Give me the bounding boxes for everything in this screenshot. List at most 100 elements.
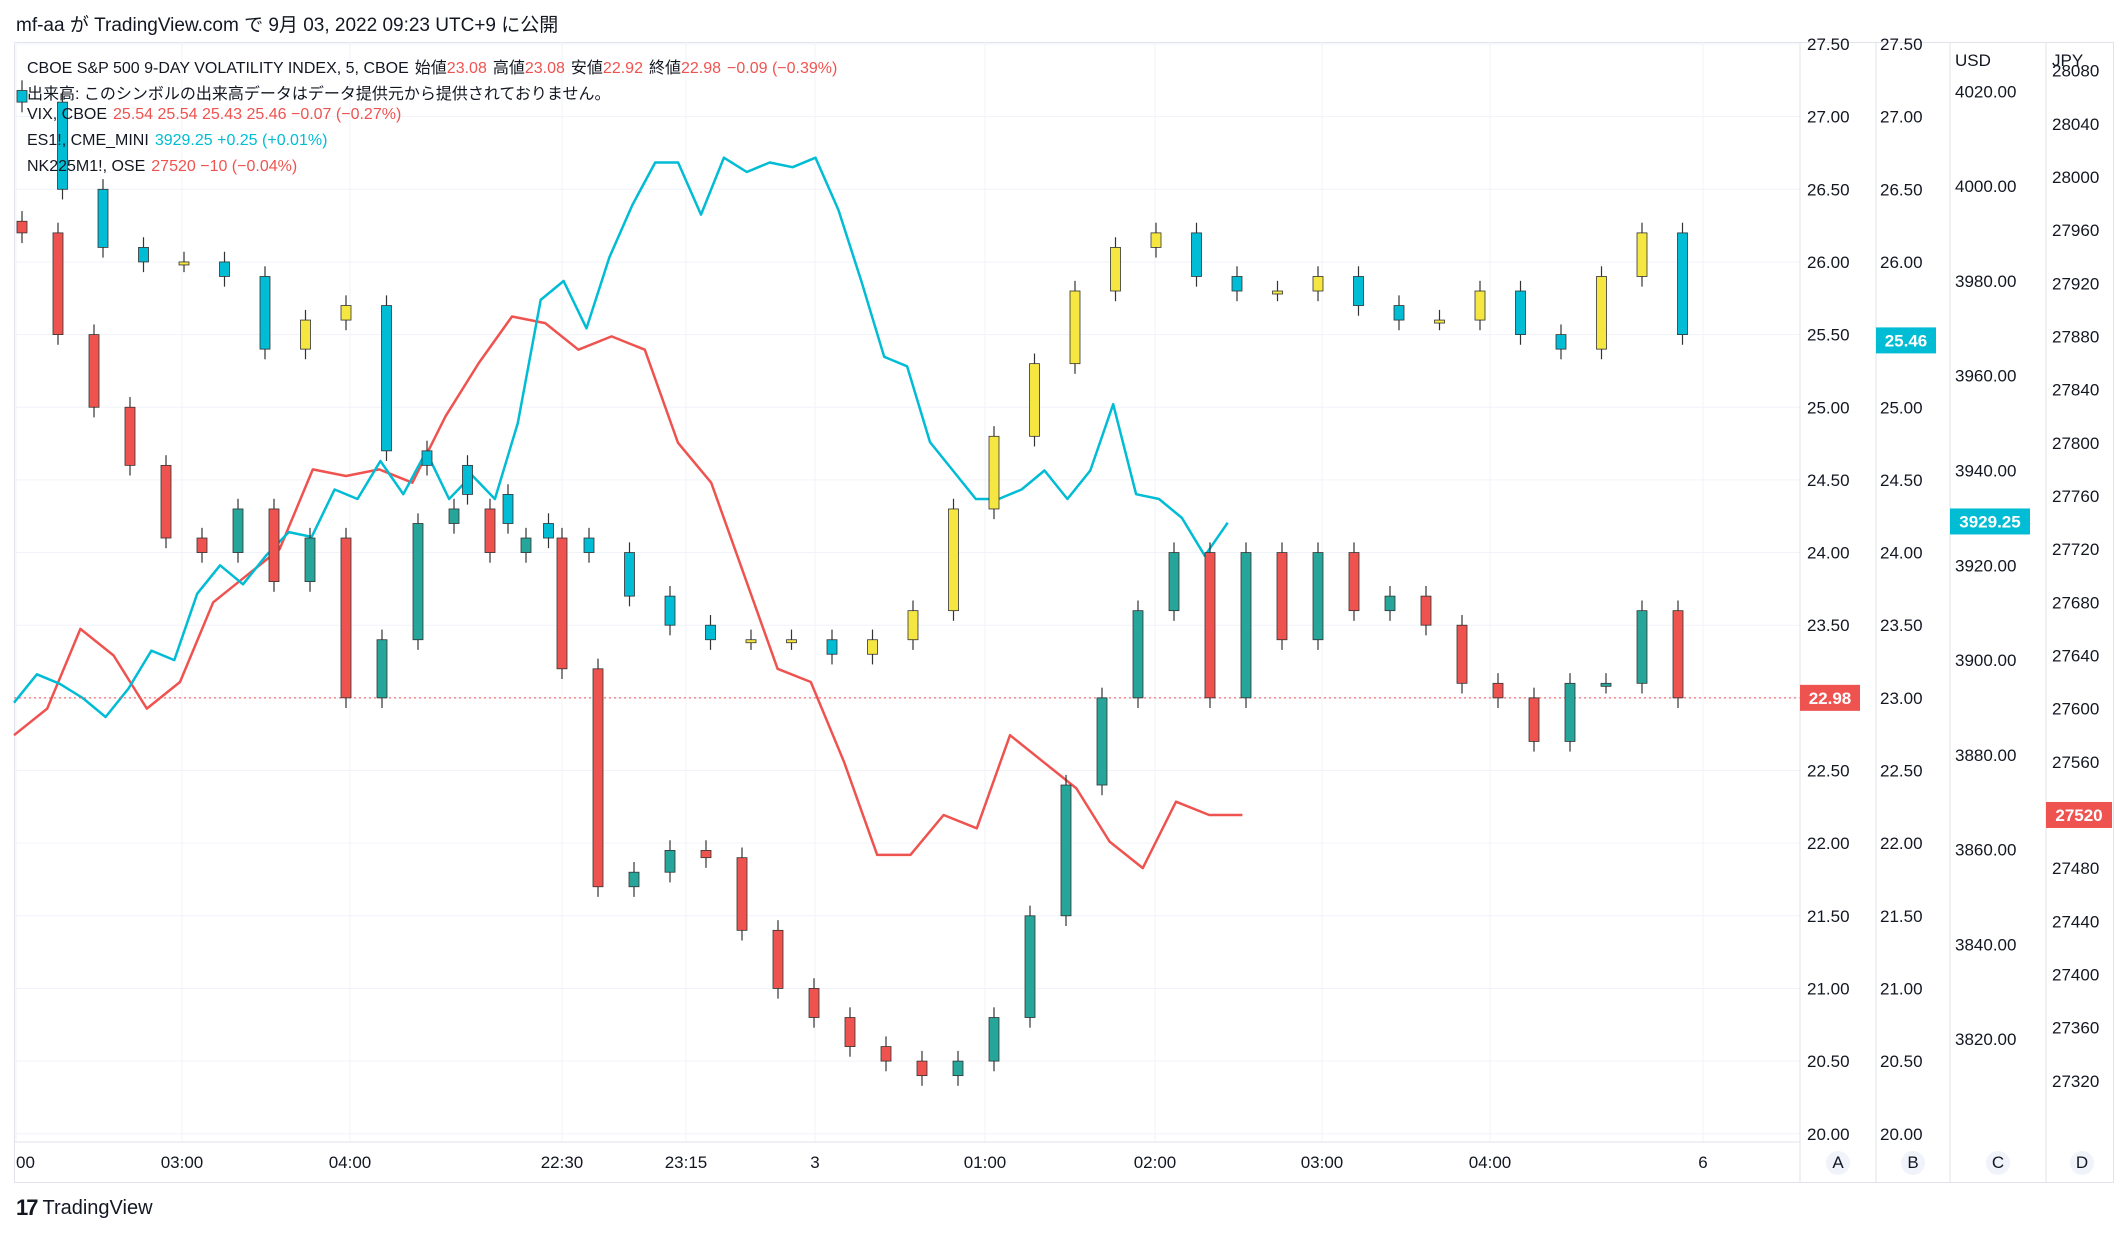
x-tick-5: 3 (810, 1153, 819, 1172)
vix-candle-body-39 (1596, 276, 1607, 350)
legend-volume-note: 出来高: このシンボルの出来高データはデータ提供元から提供されておりません。 (27, 80, 616, 104)
vix9d-candle-body-31 (1132, 610, 1144, 699)
vix-candle-body-38 (1555, 334, 1567, 350)
axis-letter-bg-C (1986, 1151, 2010, 1175)
axis-a-tick-11: 22.00 (1807, 834, 1850, 853)
vix-candle-body-2 (97, 188, 109, 248)
x-tick-9: 04:00 (1469, 1153, 1512, 1172)
axis-a-tick-10: 22.50 (1807, 762, 1850, 781)
tradingview-logo-icon: 17 (16, 1195, 39, 1220)
vix9d-candle-body-29 (1060, 784, 1072, 917)
vix-candle-body-14 (583, 537, 595, 553)
vix-candle-body-20 (826, 639, 838, 655)
legend-vix-values: 25.54 25.54 25.43 25.46 −0.07 (−0.27%) (113, 106, 402, 123)
vix9d-candle-body-16 (592, 668, 604, 888)
legend-close: 22.98 (680, 60, 722, 77)
axis-a-tick-14: 20.50 (1807, 1052, 1850, 1071)
vix9d-candle-body-34 (1240, 552, 1252, 699)
vix9d-candle-body-22 (808, 988, 820, 1018)
vix-candle-body-37 (1515, 290, 1526, 336)
vix-candle-body-31 (1272, 290, 1283, 295)
vix9d-candle-body-27 (988, 1017, 1000, 1062)
axis-b-tick-9: 23.00 (1880, 689, 1923, 708)
axis-c-tick-4: 3940.00 (1955, 462, 2016, 481)
vix-candle-body-7 (300, 319, 311, 350)
axis-c-tick-9: 3840.00 (1955, 935, 2016, 954)
vix9d-candle-body-38 (1384, 595, 1396, 612)
legend-low-label: 安値 (570, 60, 603, 77)
axis-b-tick-12: 21.50 (1880, 907, 1923, 926)
vix-candle-body-18 (745, 639, 757, 644)
vix-candle-body-23 (948, 508, 959, 612)
axis-c-tick-10: 3820.00 (1955, 1030, 2016, 1049)
axis-c-tick-8: 3860.00 (1955, 841, 2016, 860)
axis-d-tick-6: 27840 (2052, 381, 2099, 400)
axis-a-tick-6: 24.50 (1807, 471, 1850, 490)
x-tick-4: 23:15 (665, 1153, 708, 1172)
vix9d-candle-body-0 (16, 220, 28, 234)
volume-note-text: 出来高: このシンボルの出来高データはデータ提供元から提供されておりません。 (27, 86, 611, 103)
x-tick-2: 04:00 (329, 1153, 372, 1172)
footer-brand: 17 TradingView (16, 1195, 153, 1221)
axis-b-tick-11: 22.00 (1880, 834, 1923, 853)
axis-d-tick-2: 28000 (2052, 168, 2099, 187)
x-tick-8: 03:00 (1301, 1153, 1344, 1172)
x-tick-0: 00 (16, 1153, 35, 1172)
vix-candle-body-15 (624, 552, 635, 597)
axis-b-tick-1: 27.00 (1880, 108, 1923, 127)
axis-b-tick-5: 25.00 (1880, 398, 1923, 417)
vix-candle-body-11 (462, 464, 473, 495)
axis-b-tick-15: 20.00 (1880, 1125, 1923, 1144)
vix-candle-body-1 (57, 101, 68, 190)
axis-d-tick-10: 27680 (2052, 593, 2099, 612)
vix9d-candle-body-28 (1024, 915, 1036, 1018)
vix-candle-body-8 (340, 305, 352, 321)
x-tick-3: 22:30 (541, 1153, 584, 1172)
vix-candle-body-25 (1029, 363, 1040, 437)
axis-letter-bg-B (1901, 1151, 1925, 1175)
nk225-line (13, 315, 1243, 870)
legend-high-label: 高値 (492, 60, 525, 77)
axis-d-tick-0: 28080 (2052, 62, 2099, 81)
vix9d-candle-body-19 (700, 850, 712, 859)
axis-c-unit: USD (1955, 51, 1991, 70)
vix9d-candle-body-46 (1672, 610, 1684, 699)
vix9d-candle-body-43 (1564, 682, 1576, 742)
vix9d-candle-body-33 (1204, 552, 1216, 699)
vix9d-candle-body-15 (556, 537, 568, 670)
legend-main: CBOE S&P 500 9-DAY VOLATILITY INDEX, 5, … (27, 54, 843, 78)
chart-frame[interactable] (14, 42, 2114, 1183)
vix9d-candle-body-30 (1096, 697, 1108, 786)
overlay-lines (13, 156, 1800, 870)
axis-d-tick-11: 27640 (2052, 646, 2099, 665)
vix-candle-body-40 (1636, 232, 1648, 277)
vix9d-candle-body-37 (1348, 552, 1360, 612)
legend-es-symbol: ES1!, CME_MINI (27, 132, 149, 149)
axis-b-tick-8: 23.50 (1880, 616, 1923, 635)
vix9d-candle-body-23 (844, 1017, 856, 1047)
legend-main-symbol: CBOE S&P 500 9-DAY VOLATILITY INDEX, 5, … (27, 60, 409, 77)
axis-b-tick-6: 24.50 (1880, 471, 1923, 490)
legend-es-values: 3929.25 +0.25 (+0.01%) (154, 132, 328, 149)
axis-b-tick-10: 22.50 (1880, 762, 1923, 781)
vix-candle-body-6 (259, 276, 271, 350)
vix-candle-body-3 (138, 247, 149, 263)
vix9d-candle-body-4 (160, 464, 172, 539)
vix-candle-body-35 (1434, 319, 1445, 324)
candles (16, 80, 1688, 1086)
axis-letter-A: A (1832, 1153, 1844, 1172)
vix9d-candle-body-1 (52, 232, 64, 335)
vix-candle-body-26 (1069, 290, 1081, 365)
axis-b-tick-0: 27.50 (1880, 35, 1923, 54)
vix9d-candle-body-25 (916, 1060, 928, 1077)
vix9d-candle-body-14 (520, 537, 532, 553)
tag-a-last: 22.98 (1809, 689, 1852, 708)
vix-candle-body-12 (502, 494, 514, 524)
vix9d-candle-body-2 (88, 334, 100, 408)
legend-nk-values: 27520 −10 (−0.04%) (151, 158, 298, 175)
vix9d-candle-body-9 (340, 537, 352, 699)
axis-a-tick-4: 25.50 (1807, 326, 1850, 345)
vix-candle-body-21 (867, 639, 878, 655)
legend-es: ES1!, CME_MINI 3929.25 +0.25 (+0.01%) (27, 132, 333, 150)
